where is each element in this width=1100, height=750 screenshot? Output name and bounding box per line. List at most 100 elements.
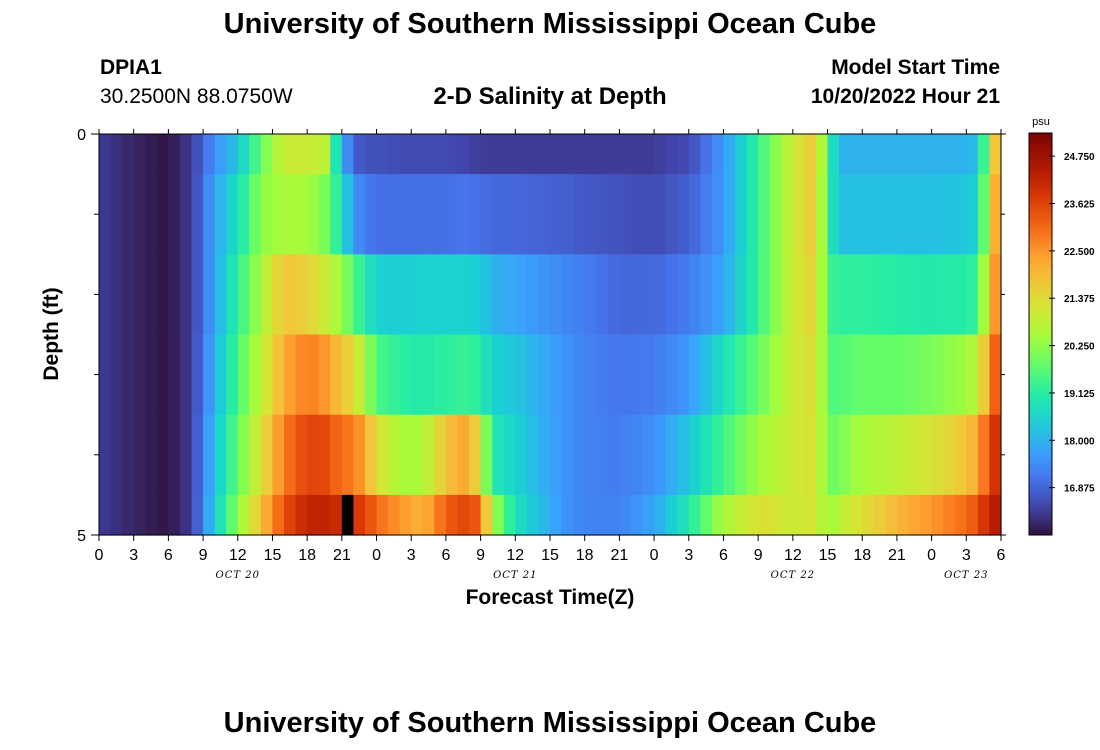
heatmap-cell	[284, 414, 297, 496]
heatmap-cell	[677, 334, 690, 416]
heatmap-cell	[168, 494, 181, 536]
heatmap-cell	[850, 334, 863, 416]
heatmap-cell	[896, 414, 910, 496]
heatmap-cell	[989, 414, 1002, 496]
heatmap-cell	[411, 174, 424, 255]
heatmap-cell	[191, 334, 204, 416]
heatmap-cell	[550, 414, 563, 496]
heatmap-cell	[122, 134, 135, 175]
heatmap-cell	[434, 334, 447, 416]
heatmap-cell	[550, 494, 563, 536]
footer-title: University of Southern Mississippi Ocean…	[223, 707, 877, 739]
heatmap-cell	[168, 414, 181, 496]
heatmap-cell	[376, 414, 389, 496]
heatmap-cell	[977, 134, 991, 175]
heatmap-cell	[122, 494, 135, 536]
missing-data-cell	[341, 494, 354, 535]
heatmap-cell	[584, 134, 597, 175]
heatmap-cell	[526, 334, 540, 416]
heatmap-cell	[480, 174, 493, 255]
heatmap-cell	[688, 494, 701, 536]
heatmap-cell	[700, 134, 713, 175]
heatmap-cell	[99, 494, 112, 536]
heatmap-cell	[272, 134, 285, 175]
heatmap-cell	[607, 134, 620, 175]
heatmap-cell	[746, 494, 759, 536]
heatmap-cell	[966, 174, 979, 255]
heatmap-cell	[966, 334, 979, 416]
heatmap-cell	[226, 254, 239, 336]
heatmap-cell	[330, 254, 343, 336]
heatmap-cell	[769, 254, 782, 336]
heatmap-cell	[226, 134, 239, 175]
heatmap-cell	[966, 134, 979, 175]
y-axis: 05	[77, 127, 1006, 545]
x-tick-label: 18	[576, 547, 594, 564]
heatmap-cell	[584, 414, 597, 496]
heatmap-cell	[804, 494, 817, 536]
heatmap-cell	[908, 254, 921, 336]
heatmap-cell	[388, 414, 401, 496]
heatmap-cell	[156, 134, 169, 175]
heatmap-cell	[284, 254, 297, 336]
heatmap-cell	[133, 494, 146, 536]
heatmap-cell	[538, 254, 551, 336]
heatmap-cell	[746, 334, 759, 416]
heatmap-cell	[503, 254, 516, 336]
heatmap-cell	[642, 334, 655, 416]
heatmap-cell	[203, 414, 216, 496]
heatmap-cell	[237, 134, 250, 175]
x-tick-label: 12	[784, 547, 802, 564]
heatmap-cell	[977, 414, 991, 496]
heatmap-cell	[954, 334, 967, 416]
heatmap-cell	[538, 174, 551, 255]
heatmap-cell	[260, 134, 274, 175]
heatmap-cell	[445, 134, 459, 175]
heatmap-cell	[815, 134, 829, 175]
heatmap-cell	[943, 334, 956, 416]
colorbar-unit: psu	[1032, 116, 1050, 128]
heatmap-cell	[295, 134, 308, 175]
y-tick-label: 0	[77, 127, 86, 144]
heatmap-cell	[665, 134, 678, 175]
heatmap-cell	[804, 134, 817, 175]
heatmap-cell	[596, 254, 609, 336]
heatmap-cell	[538, 134, 551, 175]
heatmap-cell	[827, 334, 840, 416]
heatmap-cell	[156, 414, 169, 496]
heatmap-cell	[723, 414, 736, 496]
heatmap-cell	[249, 174, 262, 255]
heatmap-cell	[885, 174, 898, 255]
heatmap-cell	[411, 254, 424, 336]
heatmap-cell	[503, 134, 516, 175]
heatmap-cell	[943, 414, 956, 496]
heatmap-cell	[630, 254, 644, 336]
heatmap-cell	[561, 414, 574, 496]
heatmap-cell	[179, 254, 193, 336]
x-tick-label: 21	[610, 547, 628, 564]
heatmap-cell	[908, 174, 921, 255]
heatmap-cell	[133, 414, 146, 496]
colorbar-tick-label: 16.875	[1064, 484, 1095, 495]
heatmap-cell	[364, 174, 378, 255]
heatmap-cell	[422, 334, 435, 416]
heatmap-cell	[330, 494, 343, 536]
model-start-label: Model Start Time	[831, 56, 1000, 79]
heatmap-cell	[122, 414, 135, 496]
heatmap-cell	[318, 494, 331, 536]
heatmap-cell	[226, 174, 239, 255]
heatmap-cell	[284, 494, 297, 536]
heatmap-cell	[711, 414, 725, 496]
heatmap-cell	[758, 334, 771, 416]
heatmap-cell	[480, 134, 493, 175]
heatmap-cell	[931, 254, 944, 336]
heatmap-cell	[954, 494, 967, 536]
heatmap-cell	[226, 414, 239, 496]
heatmap-cell	[873, 254, 886, 336]
heatmap-cell	[99, 174, 112, 255]
x-tick-label: 18	[298, 547, 316, 564]
heatmap-cell	[885, 254, 898, 336]
heatmap-cell	[445, 174, 459, 255]
heatmap-cell	[133, 334, 146, 416]
heatmap-cell	[214, 174, 227, 255]
